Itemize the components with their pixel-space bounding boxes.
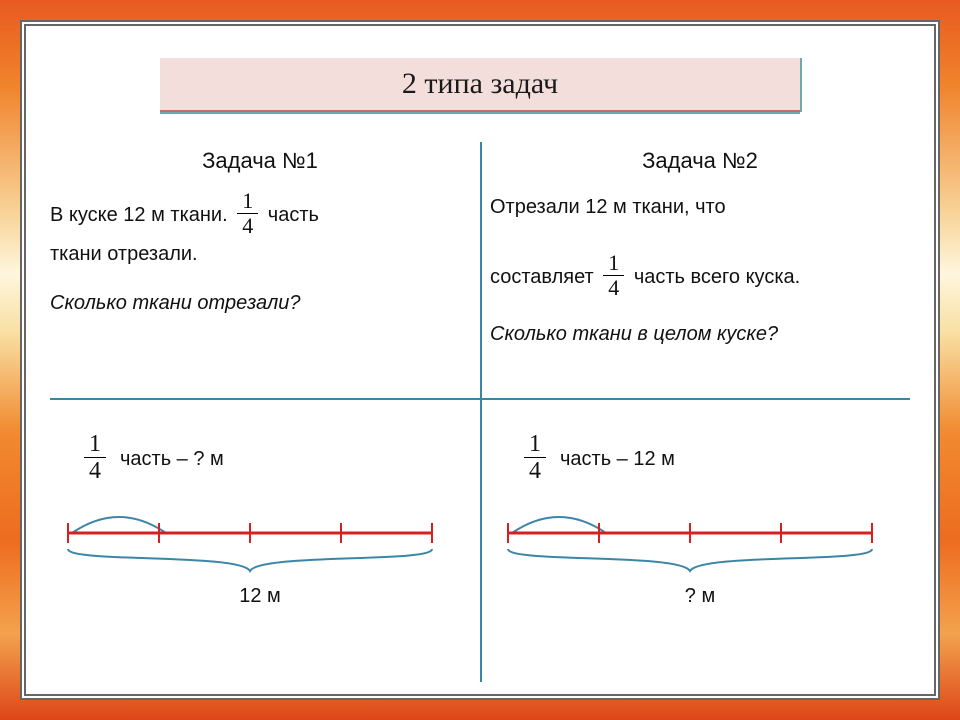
fraction-1-4: 1 4	[524, 432, 546, 483]
fraction-denominator: 4	[603, 276, 624, 299]
task1-part-label: 1 4 часть – ? м	[80, 434, 470, 485]
task2-part-label: 1 4 часть – 12 м	[520, 434, 910, 485]
arc-first-quarter	[72, 517, 166, 533]
task2-diagram-block: 1 4 часть – 12 м ? м	[490, 406, 910, 676]
fraction-numerator: 1	[603, 252, 624, 276]
slide-body: 2 типа задач Задача №1 В куске 12 м ткан…	[20, 20, 940, 700]
task1-segment	[60, 493, 440, 583]
task2-total-label: ? м	[490, 585, 910, 608]
vertical-divider	[480, 142, 482, 682]
fraction-numerator: 1	[237, 190, 258, 214]
fraction-denominator: 4	[237, 214, 258, 237]
task2-body: Отрезали 12 м ткани, что составляет 1 4 …	[490, 192, 910, 301]
horizontal-divider	[50, 398, 910, 400]
task1-question: Сколько ткани отрезали?	[50, 292, 470, 315]
slide-title: 2 типа задач	[402, 67, 558, 101]
task2-body-line1: Отрезали 12 м ткани, что	[490, 196, 726, 218]
task1-body-tail1: часть	[268, 204, 319, 226]
fraction-denominator: 4	[524, 458, 546, 483]
task1-heading: Задача №1	[50, 148, 470, 174]
task2-part-label-text: часть – 12 м	[560, 448, 675, 471]
task1-part-label-text: часть – ? м	[120, 448, 224, 471]
task2-question: Сколько ткани в целом куске?	[490, 323, 910, 346]
fraction-1-4: 1 4	[84, 432, 106, 483]
title-bar: 2 типа задач	[160, 58, 800, 112]
brace-under	[68, 549, 432, 571]
task1-diagram-block: 1 4 часть – ? м 12 м	[50, 406, 470, 676]
segment-svg	[500, 493, 880, 583]
task2-segment	[500, 493, 880, 583]
fraction-denominator: 4	[84, 458, 106, 483]
fraction-numerator: 1	[524, 432, 546, 458]
fraction-numerator: 1	[84, 432, 106, 458]
task1-body: В куске 12 м ткани. 1 4 часть ткани отре…	[50, 192, 470, 270]
brace-under	[508, 549, 872, 571]
slide-frame: 2 типа задач Задача №1 В куске 12 м ткан…	[0, 0, 960, 720]
task1-body-pre: В куске 12 м ткани.	[50, 204, 228, 226]
arc-first-quarter	[512, 517, 606, 533]
task1-body-line2: ткани отрезали.	[50, 243, 198, 265]
task2-body-line2-pre: составляет	[490, 266, 594, 288]
fraction-1-4: 1 4	[603, 252, 624, 299]
task2-heading: Задача №2	[490, 148, 910, 174]
task2-body-line2-post: часть всего куска.	[634, 266, 800, 288]
segment-svg	[60, 493, 440, 583]
fraction-1-4: 1 4	[237, 190, 258, 237]
task1-total-label: 12 м	[50, 585, 470, 608]
task1-text-block: Задача №1 В куске 12 м ткани. 1 4 часть …	[50, 142, 470, 398]
task2-text-block: Задача №2 Отрезали 12 м ткани, что соста…	[490, 142, 910, 398]
